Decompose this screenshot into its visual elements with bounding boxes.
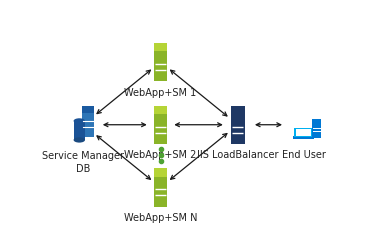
FancyBboxPatch shape (154, 106, 168, 114)
FancyBboxPatch shape (154, 106, 168, 144)
FancyBboxPatch shape (154, 168, 168, 177)
Ellipse shape (73, 137, 85, 143)
FancyBboxPatch shape (293, 136, 314, 139)
FancyBboxPatch shape (82, 106, 94, 113)
Text: Service Manager
DB: Service Manager DB (42, 151, 124, 174)
Text: IIS LoadBalancer: IIS LoadBalancer (197, 150, 279, 160)
Text: End User: End User (282, 150, 325, 160)
FancyBboxPatch shape (294, 128, 313, 137)
FancyBboxPatch shape (231, 106, 245, 144)
FancyBboxPatch shape (154, 43, 168, 81)
FancyBboxPatch shape (296, 129, 311, 136)
FancyBboxPatch shape (82, 106, 94, 137)
Text: WebApp+SM 2: WebApp+SM 2 (124, 150, 197, 160)
Text: WebApp+SM N: WebApp+SM N (124, 213, 197, 223)
FancyBboxPatch shape (154, 43, 168, 51)
Text: WebApp+SM 1: WebApp+SM 1 (124, 88, 197, 98)
FancyBboxPatch shape (231, 106, 245, 114)
FancyBboxPatch shape (73, 121, 85, 140)
Ellipse shape (73, 118, 85, 124)
FancyBboxPatch shape (312, 119, 321, 138)
FancyBboxPatch shape (154, 168, 168, 206)
